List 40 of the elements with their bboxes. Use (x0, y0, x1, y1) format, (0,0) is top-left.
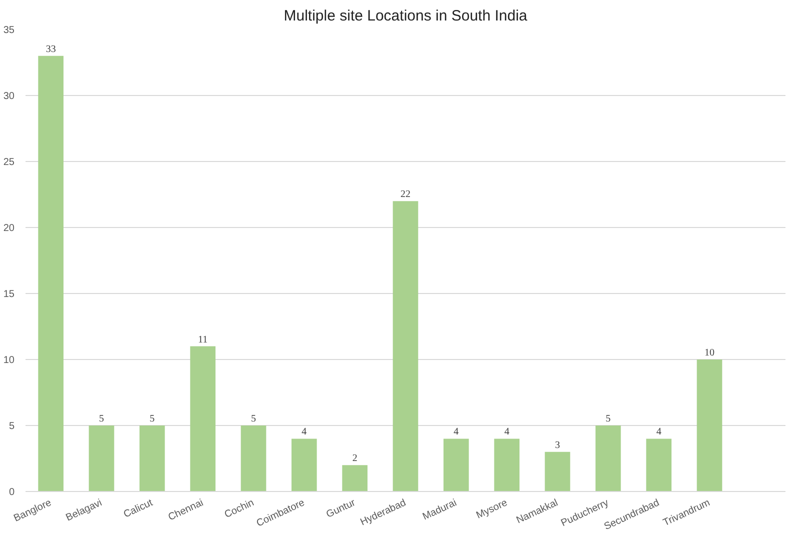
data-label: 5 (150, 414, 155, 424)
bar (38, 56, 64, 492)
bar (596, 426, 621, 492)
data-label: 3 (555, 440, 560, 451)
y-tick-label: 30 (3, 91, 15, 102)
data-label: 11 (198, 334, 208, 346)
x-tick-label: Cochin (222, 498, 256, 521)
data-label: 22 (400, 189, 410, 200)
data-label: 5 (251, 414, 256, 424)
data-label: 4 (504, 426, 510, 438)
chart-title: Multiple site Locations in South India (284, 8, 528, 24)
data-label: 5 (99, 414, 104, 424)
data-label: 10 (704, 348, 714, 358)
y-tick-label: 25 (3, 157, 15, 168)
y-tick-label: 5 (8, 421, 15, 432)
data-label: 2 (352, 453, 358, 464)
data-label: 4 (302, 426, 307, 438)
y-tick-label: 15 (3, 289, 15, 300)
data-label: 33 (46, 44, 56, 55)
y-tick-label: 10 (3, 355, 15, 366)
data-label: 5 (606, 414, 611, 424)
bar (240, 426, 266, 492)
bar (696, 360, 722, 492)
data-label: 4 (656, 426, 662, 438)
bar (88, 426, 114, 492)
bar (342, 465, 368, 492)
bar (392, 201, 418, 492)
bar (190, 346, 216, 492)
y-tick-label: 0 (8, 487, 15, 498)
y-tick-label: 35 (3, 25, 15, 36)
bar (292, 438, 317, 492)
bar (444, 438, 469, 492)
bar (494, 438, 520, 492)
bar (544, 452, 570, 492)
x-tick-label: Guntur (324, 497, 358, 520)
bar (140, 426, 165, 492)
data-label: 4 (454, 426, 459, 438)
x-tick-label: Calicut (122, 497, 155, 520)
y-tick-label: 20 (3, 223, 15, 234)
bar (646, 438, 672, 492)
